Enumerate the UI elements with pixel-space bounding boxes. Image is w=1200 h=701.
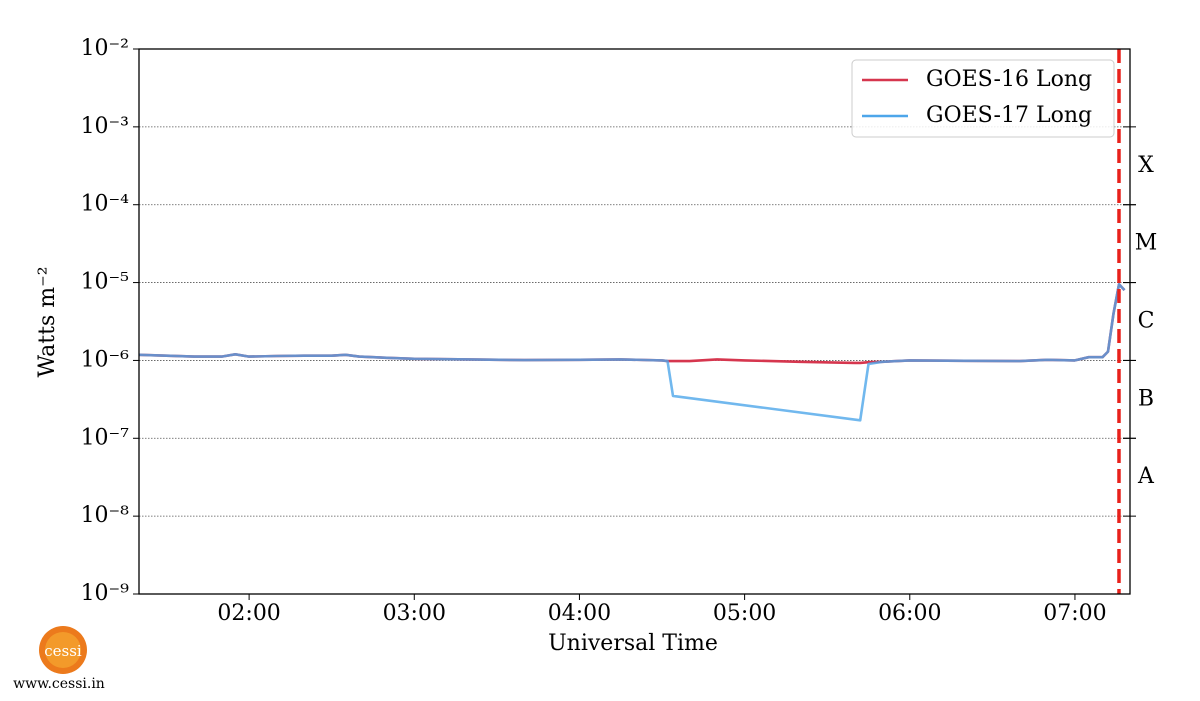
y-tick-label: 10⁻⁷ bbox=[81, 425, 130, 450]
logo-text: cessi bbox=[44, 642, 82, 660]
y-tick-label: 10⁻⁹ bbox=[81, 581, 130, 606]
class-label: A bbox=[1137, 464, 1155, 489]
y-tick-label: 10⁻⁵ bbox=[81, 270, 129, 295]
footer-url: www.cessi.in bbox=[13, 676, 105, 692]
x-tick-label: 06:00 bbox=[878, 601, 941, 626]
x-tick-label: 05:00 bbox=[713, 601, 776, 626]
legend-label: GOES-17 Long bbox=[926, 103, 1092, 128]
class-label: B bbox=[1138, 386, 1154, 411]
y-tick-label: 10⁻⁴ bbox=[81, 192, 130, 217]
legend-label: GOES-16 Long bbox=[926, 67, 1092, 92]
x-tick-label: 04:00 bbox=[548, 601, 611, 626]
y-tick-label: 10⁻⁸ bbox=[81, 503, 130, 528]
y-tick-label: 10⁻³ bbox=[81, 114, 129, 139]
class-label: M bbox=[1135, 231, 1158, 256]
y-axis-label: Watts m⁻² bbox=[35, 266, 60, 377]
y-tick-label: 10⁻² bbox=[81, 36, 129, 61]
x-tick-label: 07:00 bbox=[1043, 601, 1106, 626]
series-line bbox=[138, 283, 1126, 422]
class-label: C bbox=[1138, 309, 1155, 334]
logo: cessi bbox=[39, 626, 87, 674]
logo-sun-core bbox=[45, 632, 81, 668]
axes-frame bbox=[138, 48, 1131, 595]
x-axis-label: Universal Time bbox=[548, 631, 718, 656]
class-label: X bbox=[1138, 153, 1154, 178]
legend-box bbox=[851, 59, 1115, 138]
y-tick-label: 10⁻⁶ bbox=[81, 347, 130, 372]
x-tick-label: 02:00 bbox=[217, 601, 280, 626]
x-tick-label: 03:00 bbox=[383, 601, 446, 626]
